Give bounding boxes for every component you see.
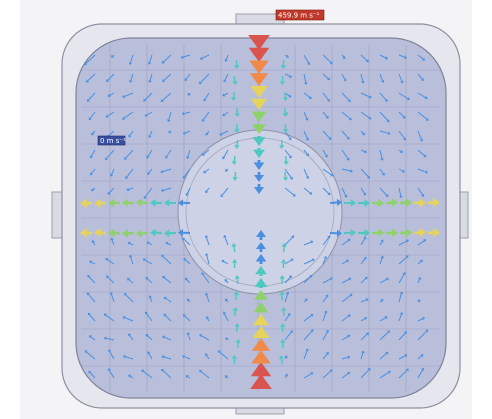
velocity-arrow-shaft: [235, 311, 236, 316]
page: 459.9 m s⁻¹ 0 m s⁻¹ (() => { const data …: [0, 0, 492, 419]
min-label: 0 m s⁻¹: [100, 137, 126, 145]
velocity-arrow-shaft: [285, 172, 286, 177]
cfd-view: 459.9 m s⁻¹ 0 m s⁻¹: [0, 0, 492, 419]
velocity-arrow-shaft: [234, 92, 235, 97]
velocity-arrow-shaft: [189, 93, 190, 94]
velocity-arrow-shaft: [234, 247, 235, 252]
velocity-arrow-shaft: [418, 301, 419, 302]
velocity-arrow-shaft: [234, 156, 235, 161]
velocity-arrow-shaft: [237, 279, 238, 284]
velocity-arrow-shaft: [170, 131, 171, 132]
velocity-arrow-shaft: [285, 108, 286, 113]
velocity-arrow-shaft: [282, 359, 283, 364]
max-label: 459.9 m s⁻¹: [278, 12, 320, 20]
velocity-arrow-shaft: [227, 339, 228, 340]
velocity-arrow-shaft: [237, 140, 238, 145]
velocity-arrow-shaft: [330, 202, 337, 203]
velocity-arrow-shaft: [142, 202, 148, 203]
velocity-arrow-shaft: [234, 76, 235, 81]
